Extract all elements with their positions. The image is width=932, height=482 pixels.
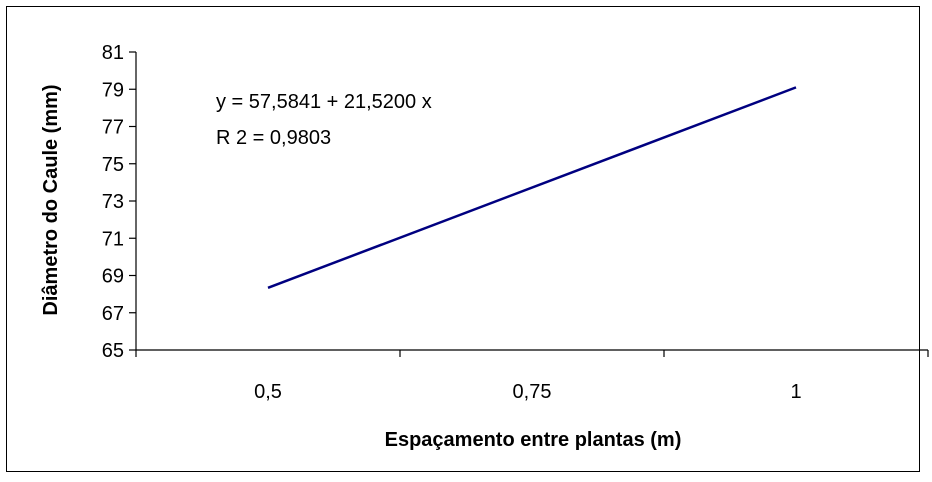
y-ticks: 65 67 69 71 73 75 77 79 81 xyxy=(102,42,136,362)
chart-frame xyxy=(6,6,920,472)
y-tick-label: 81 xyxy=(102,42,124,64)
y-tick-label: 75 xyxy=(102,154,124,176)
regression-line xyxy=(267,86,797,289)
x-axis-title: Espaçamento entre plantas (m) xyxy=(385,429,682,451)
y-tick-label: 67 xyxy=(102,303,124,325)
y-tick-label: 69 xyxy=(102,266,124,288)
regression-equation: y = 57,5841 + 21,5200 x xyxy=(216,91,432,113)
y-tick-label: 73 xyxy=(102,191,124,213)
r-squared-annotation: R 2 = 0,9803 xyxy=(216,127,331,149)
x-tick-label: 0,5 xyxy=(254,381,282,403)
x-ticks: 0,5 0,75 1 xyxy=(135,350,929,403)
y-axis-title: Diâmetro do Caule (mm) xyxy=(40,84,62,315)
x-tick-label: 0,75 xyxy=(513,381,552,403)
y-tick-label: 79 xyxy=(102,79,124,101)
x-tick-label: 1 xyxy=(790,381,801,403)
y-tick-label: 65 xyxy=(102,340,124,362)
y-tick-label: 77 xyxy=(102,117,124,139)
y-tick-label: 71 xyxy=(102,228,124,250)
series-layer xyxy=(267,86,797,289)
